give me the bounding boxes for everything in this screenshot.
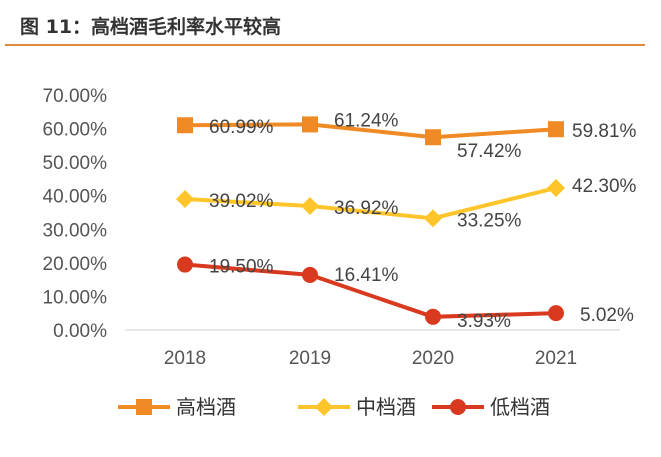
data-label: 60.99% — [209, 117, 274, 138]
series-line-1 — [184, 186, 557, 221]
legend-marker — [450, 399, 466, 415]
y-tick-label: 60.00% — [43, 120, 108, 141]
y-tick-label: 20.00% — [43, 254, 108, 275]
x-tick-label: 2018 — [164, 348, 206, 369]
data-label: 57.42% — [457, 141, 522, 162]
series-marker — [176, 190, 194, 209]
series-marker — [547, 178, 565, 197]
y-tick-label: 70.00% — [43, 86, 108, 107]
series-line-2 — [184, 262, 557, 319]
data-label: 59.81% — [572, 121, 637, 142]
x-tick-label: 2020 — [412, 348, 454, 369]
legend-marker — [136, 399, 152, 415]
series-marker — [177, 117, 193, 134]
y-tick-label: 0.00% — [53, 321, 107, 342]
series-line-0 — [184, 122, 557, 140]
data-label: 16.41% — [334, 265, 399, 286]
data-label: 19.50% — [209, 257, 274, 278]
series-marker — [548, 121, 564, 138]
x-tick-label: 2019 — [289, 348, 331, 369]
data-label: 33.25% — [457, 210, 522, 231]
series-marker — [425, 308, 441, 325]
y-tick-label: 40.00% — [43, 187, 108, 208]
figure-title: 图 11：高档酒毛利率水平较高 — [20, 16, 282, 38]
series-marker — [425, 129, 441, 146]
legend-marker — [315, 398, 333, 416]
data-label: 39.02% — [209, 191, 274, 212]
legend-label: 低档酒 — [490, 395, 550, 419]
y-tick-label: 30.00% — [43, 220, 108, 241]
legend-label: 中档酒 — [356, 395, 416, 419]
series-marker — [302, 116, 318, 133]
series-marker — [177, 256, 193, 273]
series-marker — [548, 305, 564, 322]
series-marker — [424, 209, 442, 228]
title-divider — [5, 44, 645, 46]
data-label: 36.92% — [334, 198, 399, 219]
series-marker — [302, 266, 318, 283]
data-label: 61.24% — [334, 110, 399, 131]
legend-label: 高档酒 — [176, 395, 236, 419]
y-tick-label: 50.00% — [43, 153, 108, 174]
series-marker — [301, 197, 319, 216]
data-label: 5.02% — [580, 305, 634, 326]
y-tick-label: 10.00% — [43, 287, 108, 308]
x-tick-label: 2021 — [535, 348, 577, 369]
data-label: 42.30% — [572, 176, 637, 197]
data-label: 3.93% — [457, 311, 511, 332]
